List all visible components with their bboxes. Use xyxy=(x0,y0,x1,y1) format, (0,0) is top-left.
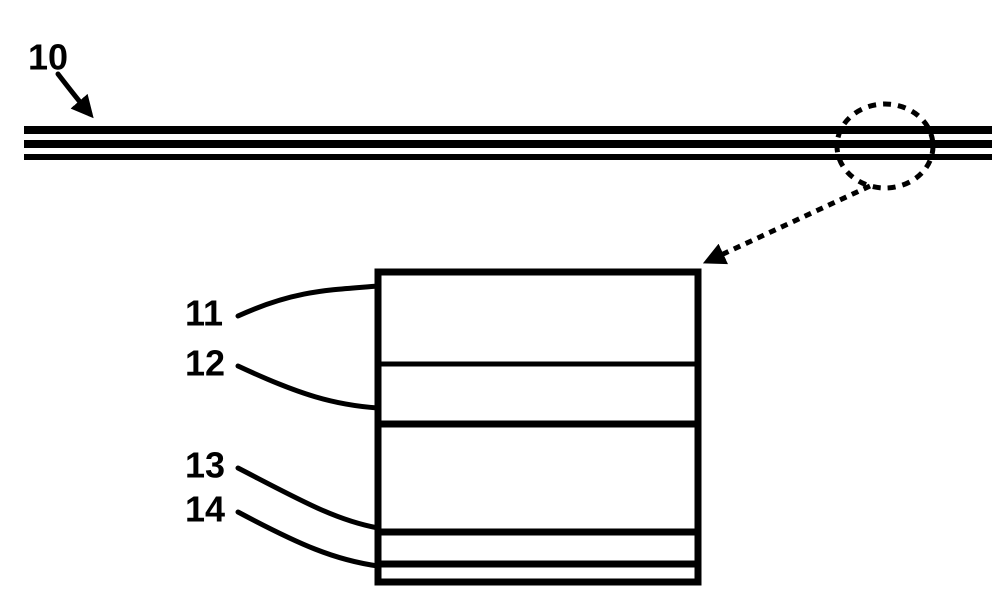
leader-lines xyxy=(238,286,378,566)
detail-box xyxy=(378,272,698,582)
leader-11 xyxy=(238,286,378,316)
leader-13 xyxy=(238,468,378,528)
label-12: 12 xyxy=(185,343,225,384)
label-11: 11 xyxy=(185,293,223,334)
leader-14 xyxy=(238,512,378,566)
label-13: 13 xyxy=(185,445,225,486)
assembly-arrow xyxy=(58,74,90,114)
diagram-canvas: 10 11 12 1314 xyxy=(0,0,1000,609)
thin-layer-stack xyxy=(24,126,992,160)
label-14: 14 xyxy=(185,489,225,530)
label-10: 10 xyxy=(28,37,68,78)
leader-12 xyxy=(238,366,378,408)
callout-arrow xyxy=(708,186,870,261)
